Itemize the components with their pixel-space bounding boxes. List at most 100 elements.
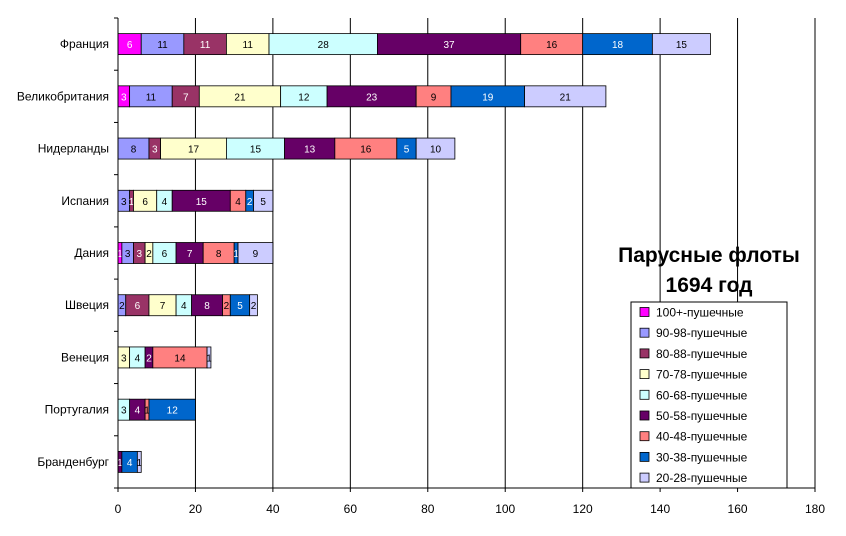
bar-value-label: 2 bbox=[224, 301, 230, 312]
bar-value-label: 3 bbox=[125, 249, 131, 260]
legend-swatch bbox=[639, 410, 650, 421]
legend-label: 20-28-пушечные bbox=[656, 471, 748, 485]
category-label: Швеция bbox=[65, 298, 109, 312]
bar-value-label: 28 bbox=[318, 40, 330, 51]
bar-value-label: 15 bbox=[250, 145, 262, 156]
x-tick-label: 20 bbox=[189, 502, 203, 516]
legend-swatch bbox=[639, 472, 650, 483]
bar-value-label: 4 bbox=[162, 197, 168, 208]
bar-value-label: 11 bbox=[243, 40, 254, 51]
bar-value-label: 4 bbox=[127, 458, 133, 469]
bar-value-label: 2 bbox=[119, 301, 125, 312]
bar-stack-7: 3 4 1 12 bbox=[117, 398, 196, 421]
bar-value-label: 8 bbox=[204, 301, 210, 312]
bar-segment bbox=[237, 242, 274, 264]
bar-segment bbox=[206, 346, 212, 369]
bar-value-label: 1 bbox=[137, 458, 143, 469]
legend-swatch bbox=[639, 389, 650, 400]
category-label: Великобритания bbox=[17, 89, 109, 103]
legend-label: 90-98-пушечные bbox=[656, 326, 748, 340]
legend-swatch bbox=[639, 327, 650, 338]
legend-label: 80-88-пушечные bbox=[656, 347, 748, 361]
bar-value-label: 37 bbox=[444, 40, 456, 51]
legend-label: 50-58-пушечные bbox=[656, 409, 748, 423]
bar-value-label: 5 bbox=[404, 145, 410, 156]
bar-value-label: 7 bbox=[187, 249, 193, 260]
bar-value-label: 1 bbox=[233, 249, 239, 260]
legend-swatch bbox=[639, 307, 650, 317]
bar-value-label: 18 bbox=[612, 40, 624, 51]
legend-swatch bbox=[639, 451, 650, 462]
bar-value-label: 15 bbox=[676, 40, 688, 51]
bar-value-label: 11 bbox=[157, 40, 168, 51]
bar-value-label: 6 bbox=[162, 249, 168, 260]
bar-value-label: 3 bbox=[137, 249, 143, 260]
legend-label: 40-48-пушечные bbox=[656, 430, 748, 444]
bar-value-label: 5 bbox=[237, 301, 243, 312]
bar-value-label: 12 bbox=[298, 92, 310, 103]
category-label: Португалия bbox=[45, 403, 109, 417]
bar-segment bbox=[253, 189, 274, 212]
bar-value-label: 21 bbox=[560, 92, 572, 103]
bar-value-label: 3 bbox=[121, 353, 127, 364]
bar-value-label: 4 bbox=[181, 301, 187, 312]
x-tick-label: 100 bbox=[495, 502, 515, 516]
bar-value-label: 4 bbox=[135, 406, 141, 417]
bar-value-label: 15 bbox=[196, 197, 208, 208]
bar-segment bbox=[524, 85, 607, 108]
chart-title-line-1: Парусные флоты bbox=[618, 244, 800, 267]
legend-box bbox=[630, 301, 788, 489]
legend-label: 60-68-пушечные bbox=[656, 388, 748, 402]
bar-value-label: 3 bbox=[152, 145, 158, 156]
x-tick-label: 160 bbox=[728, 502, 748, 516]
bar-segment bbox=[415, 137, 456, 160]
bar-segment bbox=[136, 450, 142, 473]
x-tick-label: 0 bbox=[115, 502, 122, 516]
bar-value-label: 23 bbox=[366, 92, 378, 103]
bar-value-label: 9 bbox=[431, 92, 437, 103]
bar-stack-6: 3 4 2 14 1 bbox=[117, 346, 212, 369]
bar-value-label: 3 bbox=[121, 92, 127, 103]
bar-value-label: 5 bbox=[260, 197, 266, 208]
chart-title-line-2: 1694 год bbox=[666, 274, 753, 297]
bar-value-label: 3 bbox=[121, 406, 127, 417]
bar-value-label: 11 bbox=[146, 92, 157, 103]
bar-segment bbox=[249, 294, 258, 317]
category-label: Франция bbox=[60, 37, 109, 51]
bar-value-label: 1 bbox=[144, 406, 150, 417]
bar-value-label: 8 bbox=[216, 249, 222, 260]
bar-value-label: 1 bbox=[117, 249, 123, 260]
x-tick-label: 40 bbox=[266, 502, 280, 516]
bar-value-label: 2 bbox=[251, 301, 257, 312]
bar-value-label: 13 bbox=[304, 145, 316, 156]
bar-value-label: 17 bbox=[188, 145, 200, 156]
bar-value-label: 16 bbox=[360, 145, 372, 156]
bar-value-label: 7 bbox=[183, 92, 189, 103]
bar-value-label: 21 bbox=[234, 92, 246, 103]
bar-value-label: 1 bbox=[129, 197, 135, 208]
bar-value-label: 2 bbox=[146, 353, 152, 364]
category-label: Дания bbox=[74, 246, 109, 260]
bar-value-label: 19 bbox=[482, 92, 494, 103]
bar-value-label: 10 bbox=[430, 145, 442, 156]
x-tick-label: 180 bbox=[805, 502, 825, 516]
bar-value-label: 2 bbox=[247, 197, 253, 208]
category-labels: Франция Великобритания Нидерланды Испания Да… bbox=[17, 37, 110, 469]
legend-label: 70-78-пушечные bbox=[656, 368, 748, 382]
category-label: Испания bbox=[61, 194, 109, 208]
bar-value-label: 9 bbox=[253, 249, 259, 260]
legend-label: 100+-пушечные bbox=[656, 306, 744, 320]
bar-value-label: 6 bbox=[127, 40, 133, 51]
bar-value-label: 2 bbox=[146, 249, 152, 260]
bar-value-label: 16 bbox=[546, 40, 558, 51]
legend-label: 30-38-пушечные bbox=[656, 450, 748, 464]
legend-swatch bbox=[639, 348, 650, 359]
legend: 100+-пушечные 90-98-пушечные 80-88-пушечны… bbox=[630, 301, 788, 489]
bar-value-label: 1 bbox=[117, 458, 123, 469]
x-tick-label: 140 bbox=[650, 502, 670, 516]
bar-value-label: 14 bbox=[174, 353, 186, 364]
x-tick-labels: 0 20 40 60 80 100 120 140 160 180 bbox=[115, 502, 826, 516]
